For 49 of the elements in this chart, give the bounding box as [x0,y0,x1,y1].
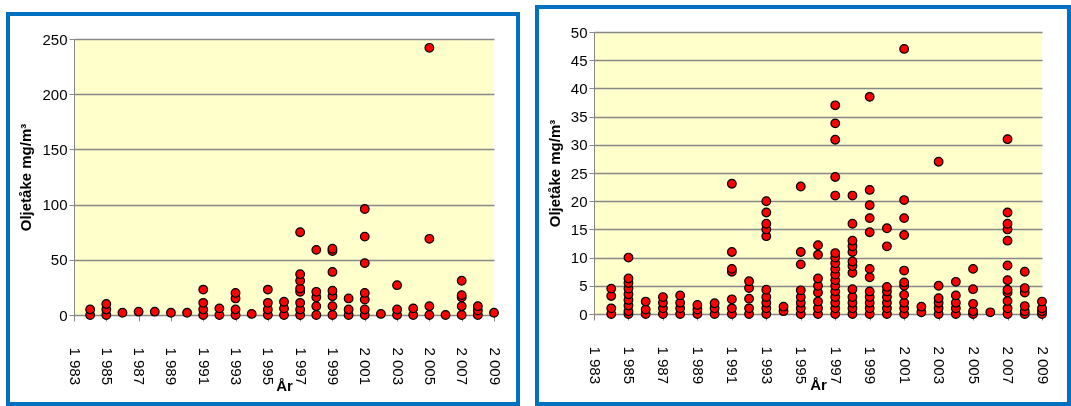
y-tick-label: 0 [59,306,68,324]
x-tick-label: 1 987 [655,346,673,385]
y-tick-label: 10 [570,249,588,267]
x-tick-label: 1 997 [292,347,310,386]
x-tick-label: 2 005 [965,346,983,385]
x-tick-label: 2 001 [357,347,375,386]
x-axis-title: År [810,376,827,394]
x-tick-label: 1 985 [620,346,638,385]
x-tick-label: 2 003 [931,346,949,385]
y-tick-label: 150 [42,140,68,158]
x-tick-label: 1 989 [689,346,707,385]
x-tick-label: 1 985 [98,347,116,386]
y-tick-label: 20 [570,192,588,210]
y-tick-label: 40 [570,79,588,97]
y-tick-label: 250 [42,30,68,48]
x-tick-label: 1 999 [324,347,342,386]
x-tick-label: 1 991 [195,347,213,386]
x-tick-label: 1 999 [862,346,880,385]
y-tick-label: 100 [42,196,68,214]
x-tick-label: 1 997 [827,346,845,385]
y-tick-label: 45 [570,51,588,69]
x-tick-label: 1 991 [724,346,742,385]
x-tick-label: 1 995 [793,346,811,385]
x-tick-label: 1 983 [586,346,604,385]
x-tick-label: 1 983 [66,347,84,386]
y-tick-label: 5 [579,277,588,295]
x-tick-label: 2 005 [421,347,439,386]
x-tick-label: 1 989 [163,347,181,386]
x-tick-label: 1 987 [131,347,149,386]
y-tick-label: 25 [570,164,588,182]
y-tick-label: 200 [42,85,68,103]
x-tick-label: 1 993 [758,346,776,385]
x-tick-label: 1 993 [228,347,246,386]
y-tick-label: 15 [570,220,588,238]
x-axis-title: År [276,377,293,395]
y-axis-title: Oljetåke mg/m³ [545,119,563,228]
x-tick-label: 2 007 [1000,346,1018,385]
y-tick-label: 30 [570,136,588,154]
x-tick-label: 2 003 [389,347,407,386]
x-tick-label: 2 009 [486,347,504,386]
y-tick-label: 50 [570,23,588,41]
x-tick-label: 1 995 [260,347,278,386]
y-tick-label: 50 [50,251,68,269]
x-tick-label: 2 009 [1034,346,1052,385]
y-axis-title: Oljetåke mg/m³ [17,123,35,232]
x-tick-label: 2 001 [896,346,914,385]
x-tick-label: 2 007 [454,347,472,386]
y-tick-label: 35 [570,108,588,126]
y-tick-label: 0 [579,305,588,323]
